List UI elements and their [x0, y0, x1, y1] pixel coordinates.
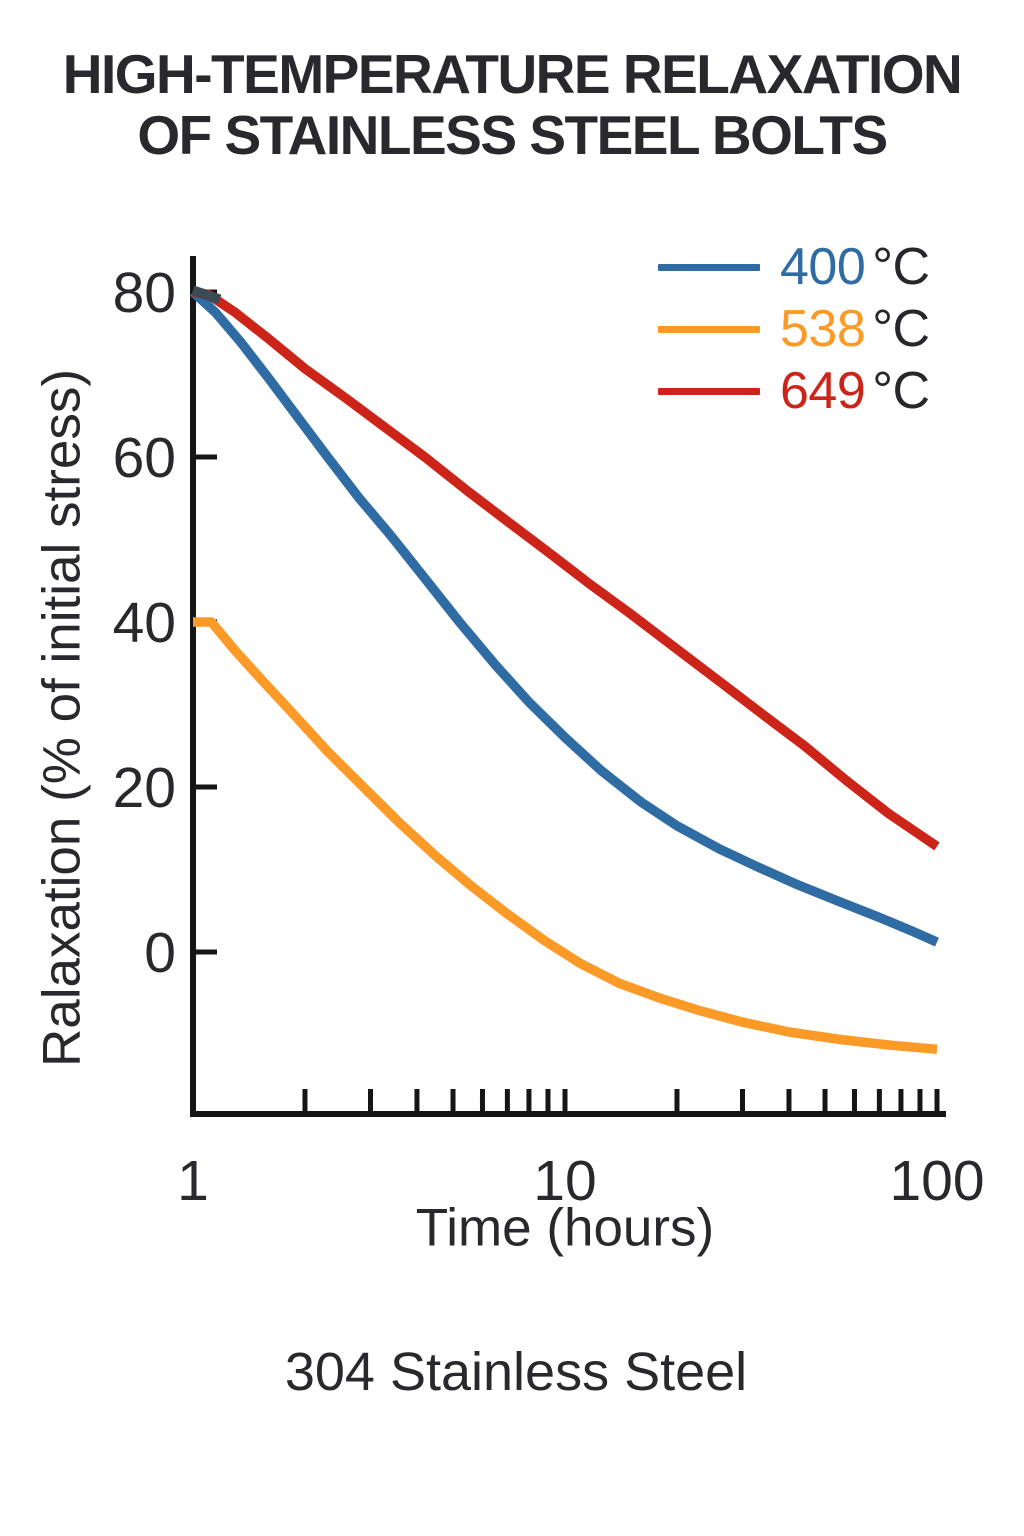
legend-line-swatch-400c — [658, 263, 760, 271]
legend-value: 400 — [780, 238, 866, 296]
axes-lines — [190, 256, 946, 1117]
curve-400c — [189, 288, 939, 947]
curve-538c — [193, 617, 938, 1055]
y-tick-label: 40 — [113, 591, 176, 655]
legend-label-538c: 538 °C — [780, 299, 930, 359]
legend-line-swatch-649c — [658, 387, 760, 395]
legend-item-538c: 538 °C — [658, 298, 930, 360]
legend: 400 °C 538 °C 649 °C — [658, 236, 930, 422]
y-tick-label: 80 — [113, 261, 176, 325]
y-tick-label: 0 — [144, 921, 176, 985]
chart-title-line-2: OF STAINLESS STEEL BOLTS — [137, 104, 888, 166]
x-tick-label: 10 — [533, 1149, 596, 1213]
figure-caption: 304 Stainless Steel — [284, 1342, 748, 1402]
y-tick-label: 20 — [113, 756, 176, 820]
x-axis-label: Time (hours) — [415, 1198, 715, 1258]
curve-overlap-marker — [191, 285, 222, 305]
legend-item-400c: 400 °C — [658, 236, 930, 298]
legend-unit: °C — [872, 362, 930, 420]
legend-label-649c: 649 °C — [780, 361, 930, 421]
legend-item-649c: 649 °C — [658, 360, 930, 422]
chart-title-line-1: HIGH-TEMPERATURE RELAXATION — [62, 43, 963, 105]
legend-label-400c: 400 °C — [780, 237, 930, 297]
x-tick-label: 1 — [177, 1149, 209, 1213]
legend-value: 538 — [780, 300, 866, 358]
curve-649c — [192, 287, 940, 851]
legend-line-swatch-538c — [658, 325, 760, 333]
x-tick-label: 100 — [889, 1149, 984, 1213]
y-axis-label: Ralaxation (% of initial stress) — [32, 368, 92, 1068]
legend-value: 649 — [780, 362, 866, 420]
y-tick-label: 60 — [113, 426, 176, 490]
chart-title: HIGH-TEMPERATURE RELAXATION OF STAINLESS… — [0, 44, 1024, 166]
legend-unit: °C — [872, 238, 930, 296]
legend-unit: °C — [872, 300, 930, 358]
